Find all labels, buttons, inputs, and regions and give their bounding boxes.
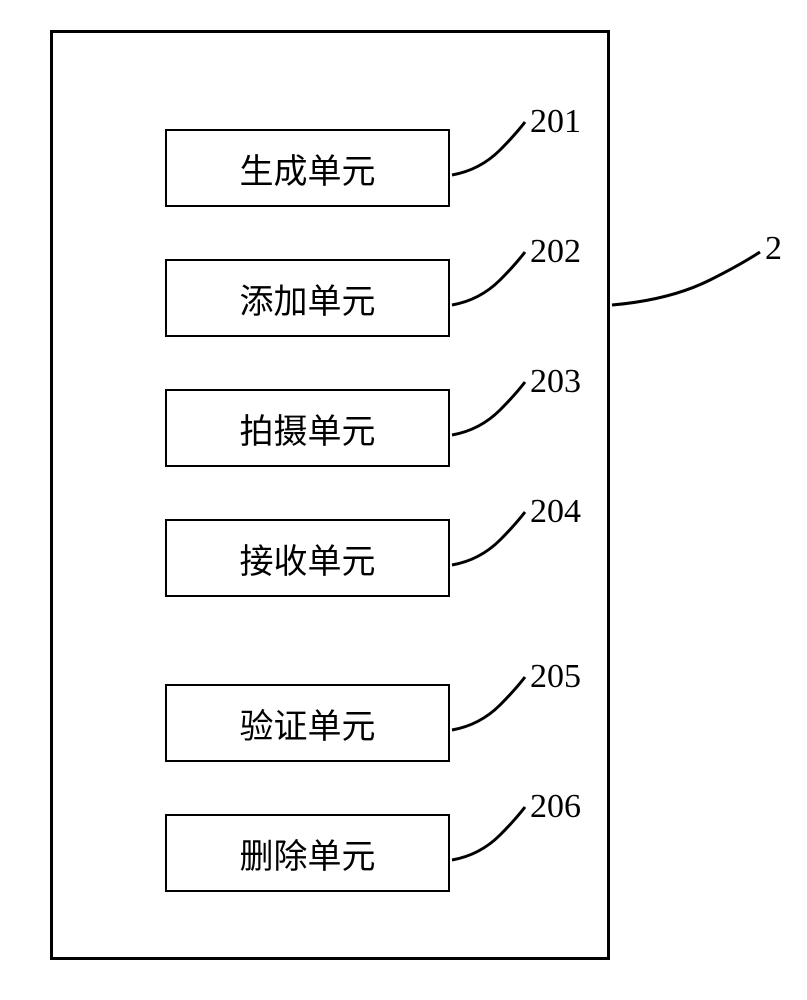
ref-label-205: 205 <box>530 658 581 696</box>
connector-202 <box>450 250 528 310</box>
ref-label-206: 206 <box>530 788 581 826</box>
connector-201 <box>450 120 528 180</box>
unit-box-delete: 删除单元 <box>165 814 450 892</box>
unit-label: 生成单元 <box>240 144 376 193</box>
unit-box-add: 添加单元 <box>165 259 450 337</box>
unit-box-receive: 接收单元 <box>165 519 450 597</box>
connector-205 <box>450 675 528 735</box>
unit-label: 接收单元 <box>240 534 376 583</box>
unit-box-generate: 生成单元 <box>165 129 450 207</box>
ref-label-204: 204 <box>530 493 581 531</box>
connector-system-2 <box>610 250 765 310</box>
unit-label: 添加单元 <box>240 274 376 323</box>
connector-206 <box>450 805 528 865</box>
unit-label: 验证单元 <box>240 699 376 748</box>
ref-label-203: 203 <box>530 363 581 401</box>
unit-label: 拍摄单元 <box>240 404 376 453</box>
ref-label-201: 201 <box>530 103 581 141</box>
unit-box-verify: 验证单元 <box>165 684 450 762</box>
connector-203 <box>450 380 528 440</box>
unit-box-capture: 拍摄单元 <box>165 389 450 467</box>
ref-label-202: 202 <box>530 233 581 271</box>
connector-204 <box>450 510 528 570</box>
system-ref-label: 2 <box>765 230 782 268</box>
unit-label: 删除单元 <box>240 829 376 878</box>
